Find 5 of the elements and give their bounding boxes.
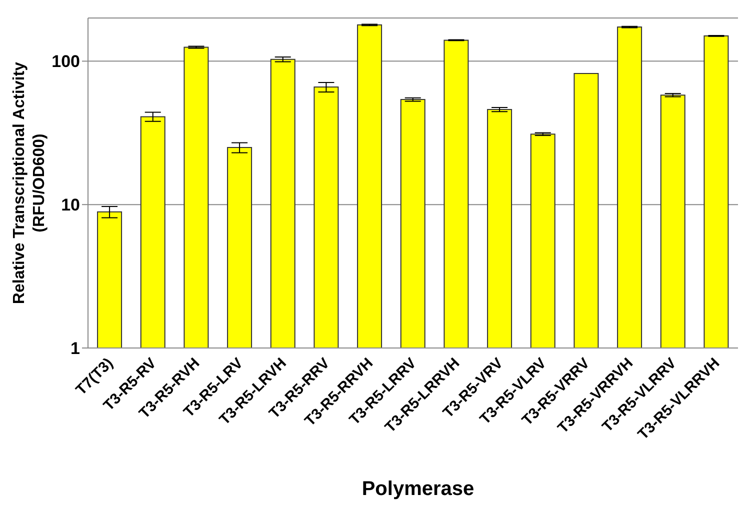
y-axis-title: Relative Transcriptional Activity (RFU/OD600) [10,62,49,304]
y-tick-label: 1 [70,339,80,358]
y-tick-label: 10 [61,196,80,215]
y-tick-label: 100 [52,52,80,72]
x-axis-title: Polymerase [360,478,476,501]
